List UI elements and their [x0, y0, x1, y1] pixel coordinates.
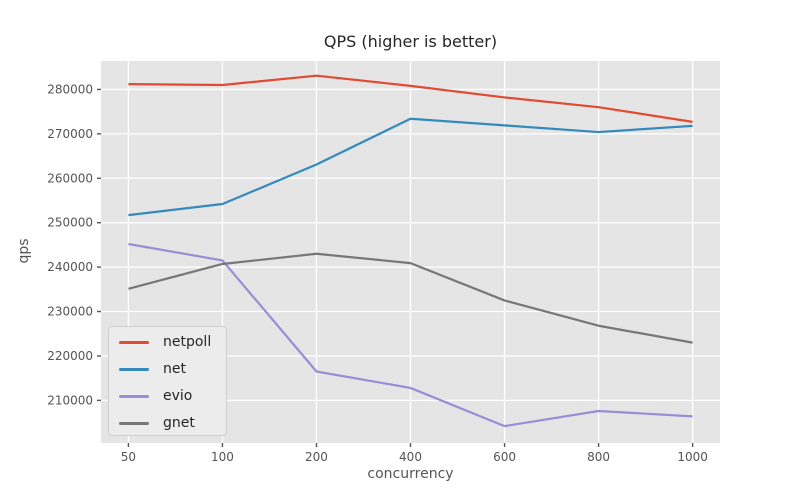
legend-item-evio: evio	[119, 387, 218, 405]
x-tick-label: 800	[587, 450, 610, 464]
y-tick-label: 240000	[47, 260, 93, 274]
y-tick-label: 220000	[47, 349, 93, 363]
legend-swatch-evio	[119, 394, 149, 398]
x-tick-label: 100	[211, 450, 234, 464]
x-tick-label: 1000	[677, 450, 708, 464]
series-line-netpoll	[128, 74, 693, 123]
legend-item-netpoll: netpoll	[119, 333, 218, 351]
legend-item-gnet: gnet	[119, 414, 218, 432]
legend-swatch-gnet	[119, 421, 149, 425]
legend-swatch-netpoll	[119, 340, 149, 344]
y-tick-label: 260000	[47, 171, 93, 185]
y-tick-label: 250000	[47, 216, 93, 230]
legend-swatch-net	[119, 367, 149, 371]
x-tick-label: 400	[399, 450, 422, 464]
x-tick-label: 200	[305, 450, 328, 464]
y-tick-label: 280000	[47, 82, 93, 96]
y-tick-label: 210000	[47, 393, 93, 407]
series-line-net	[128, 117, 693, 217]
series-line-gnet	[128, 252, 693, 344]
chart-title: QPS (higher is better)	[323, 32, 498, 51]
x-tick-label: 600	[493, 450, 516, 464]
legend-label-evio: evio	[163, 388, 193, 404]
legend-label-net: net	[163, 361, 186, 377]
x-axis-label: concurrency	[367, 466, 454, 482]
series-line-evio	[128, 242, 693, 428]
legend-label-netpoll: netpoll	[163, 334, 212, 350]
y-axis-label: qps	[16, 238, 32, 264]
x-tick-label: 50	[121, 450, 136, 464]
legend: netpoll net evio gnet	[108, 326, 227, 436]
y-tick-label: 230000	[47, 305, 93, 319]
y-tick-label: 270000	[47, 127, 93, 141]
legend-label-gnet: gnet	[163, 415, 195, 431]
legend-item-net: net	[119, 360, 218, 378]
